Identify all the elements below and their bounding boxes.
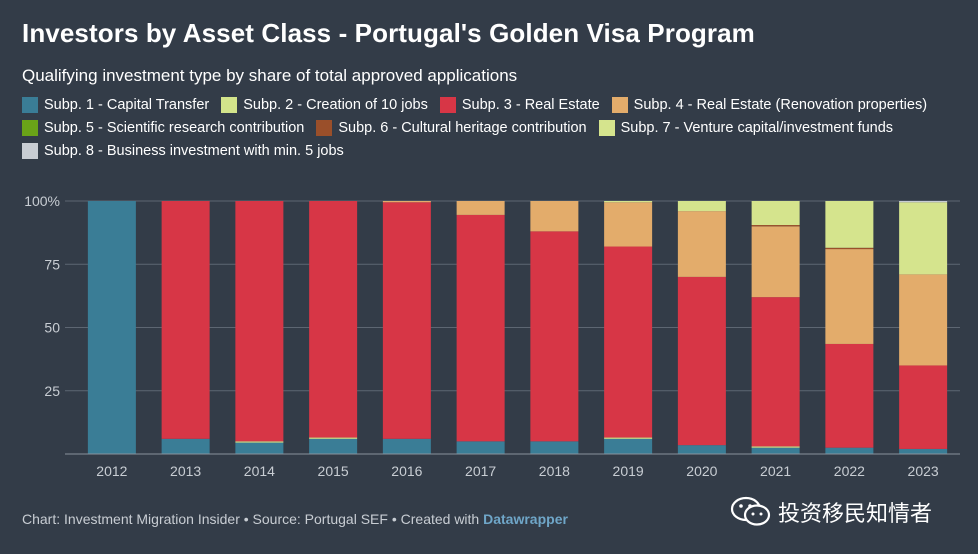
x-tick-label: 2021 xyxy=(760,463,791,479)
bar-segment xyxy=(309,438,358,454)
legend-swatch xyxy=(316,120,333,136)
watermark-text: 投资移民知情者 xyxy=(778,501,933,526)
bar-segment xyxy=(751,226,800,298)
bar-segment xyxy=(530,231,579,442)
bar-segment xyxy=(751,447,800,454)
chart-legend: Subp. 1 - Capital Transfer Subp. 2 - Crea… xyxy=(22,97,962,159)
bar-segment xyxy=(235,441,284,443)
bar-segment xyxy=(825,447,874,454)
bar-segment xyxy=(751,297,800,447)
legend-item: Subp. 5 - Scientific research contributi… xyxy=(22,120,304,136)
x-tick-label: 2015 xyxy=(318,463,349,479)
bar-segment xyxy=(161,438,210,454)
bar-segment xyxy=(825,343,874,448)
bar-segment xyxy=(456,201,505,215)
legend-swatch xyxy=(22,120,38,136)
y-tick-label: 25 xyxy=(44,383,60,399)
y-tick-label: 50 xyxy=(44,320,60,336)
x-tick-label: 2013 xyxy=(170,463,201,479)
bar-segment xyxy=(456,441,505,454)
bar-segment xyxy=(825,201,874,248)
legend-label: Subp. 6 - Cultural heritage contribution xyxy=(338,120,587,136)
legend-swatch xyxy=(22,143,38,159)
bar-segment xyxy=(604,202,653,247)
legend-swatch xyxy=(22,97,38,113)
legend-item: Subp. 3 - Real Estate xyxy=(439,97,600,113)
y-tick-label: 75 xyxy=(44,256,60,272)
chart-title: Investors by Asset Class - Portugal's Go… xyxy=(22,18,755,48)
legend-label: Subp. 2 - Creation of 10 jobs xyxy=(243,97,428,113)
bar-segment xyxy=(382,438,431,454)
datawrapper-link[interactable]: Datawrapper xyxy=(483,511,568,527)
bar-segment xyxy=(751,201,800,226)
bar-segment xyxy=(899,365,948,449)
bar-segment xyxy=(899,202,948,275)
bar-segment xyxy=(604,246,653,438)
legend-label: Subp. 7 - Venture capital/investment fun… xyxy=(620,120,894,136)
bar-segment xyxy=(456,214,505,442)
x-tick-label: 2019 xyxy=(613,463,644,479)
bar-segment xyxy=(751,225,800,227)
legend-label: Subp. 4 - Real Estate (Renovation proper… xyxy=(633,97,928,113)
bar-segment xyxy=(677,211,726,277)
legend-item: Subp. 8 - Business investment with min. … xyxy=(22,143,344,159)
bar-segment xyxy=(751,446,800,448)
legend-label: Subp. 1 - Capital Transfer xyxy=(44,97,210,113)
bar-segment xyxy=(604,201,653,203)
bar-segment xyxy=(677,201,726,212)
bar-segment xyxy=(161,201,210,439)
bar-segment xyxy=(309,201,358,438)
legend-swatch xyxy=(598,120,615,136)
x-tick-label: 2018 xyxy=(539,463,570,479)
bar-segment xyxy=(899,201,948,203)
stacked-bar-chart: 25 50 75 100% 2012 2013 2014 2015 2016 2017 2018 20… xyxy=(24,193,960,479)
bar-segment xyxy=(382,202,431,439)
x-tick-label: 2012 xyxy=(96,463,127,479)
bar-segment xyxy=(677,445,726,454)
legend-item: Subp. 6 - Cultural heritage contribution xyxy=(316,120,587,136)
legend-item: Subp. 7 - Venture capital/investment fun… xyxy=(598,120,894,136)
bar-segment xyxy=(825,249,874,344)
legend-swatch xyxy=(439,97,456,113)
legend-label: Subp. 5 - Scientific research contributi… xyxy=(44,120,305,136)
legend-item: Subp. 1 - Capital Transfer xyxy=(22,97,209,113)
legend-item: Subp. 2 - Creation of 10 jobs xyxy=(221,97,428,113)
y-tick-label: 100% xyxy=(24,193,60,209)
x-tick-label: 2022 xyxy=(834,463,865,479)
legend-label: Subp. 3 - Real Estate xyxy=(461,97,600,113)
bar-segment xyxy=(899,274,948,366)
legend-item: Subp. 4 - Real Estate (Renovation proper… xyxy=(611,97,928,113)
x-tick-label: 2016 xyxy=(391,463,422,479)
bar-segment xyxy=(530,201,579,232)
bar-segment xyxy=(530,441,579,454)
bar-segment xyxy=(825,247,874,250)
bar-segment xyxy=(309,437,358,439)
bar-segment xyxy=(604,438,653,454)
chart-footer: Chart: Investment Migration Insider • So… xyxy=(22,511,568,527)
legend-swatch xyxy=(611,97,628,113)
x-tick-label: 2020 xyxy=(686,463,717,479)
wechat-watermark: 投资移民知情者 xyxy=(730,496,932,528)
x-tick-label: 2017 xyxy=(465,463,496,479)
bar-segment xyxy=(604,437,653,439)
bar-segment xyxy=(235,201,284,442)
x-tick-label: 2023 xyxy=(908,463,939,479)
bar-segment xyxy=(677,276,726,446)
x-tick-label: 2014 xyxy=(244,463,275,479)
bar-segment xyxy=(899,448,948,454)
chart-subtitle: Qualifying investment type by share of t… xyxy=(22,66,518,85)
legend-swatch xyxy=(221,97,238,113)
legend-label: Subp. 8 - Business investment with min. … xyxy=(44,143,344,159)
bar-segment xyxy=(235,442,284,454)
footer-credits: Chart: Investment Migration Insider • So… xyxy=(22,511,484,527)
bar-segment xyxy=(382,201,431,203)
wechat-icon xyxy=(730,496,771,526)
bar-segment xyxy=(87,201,136,454)
